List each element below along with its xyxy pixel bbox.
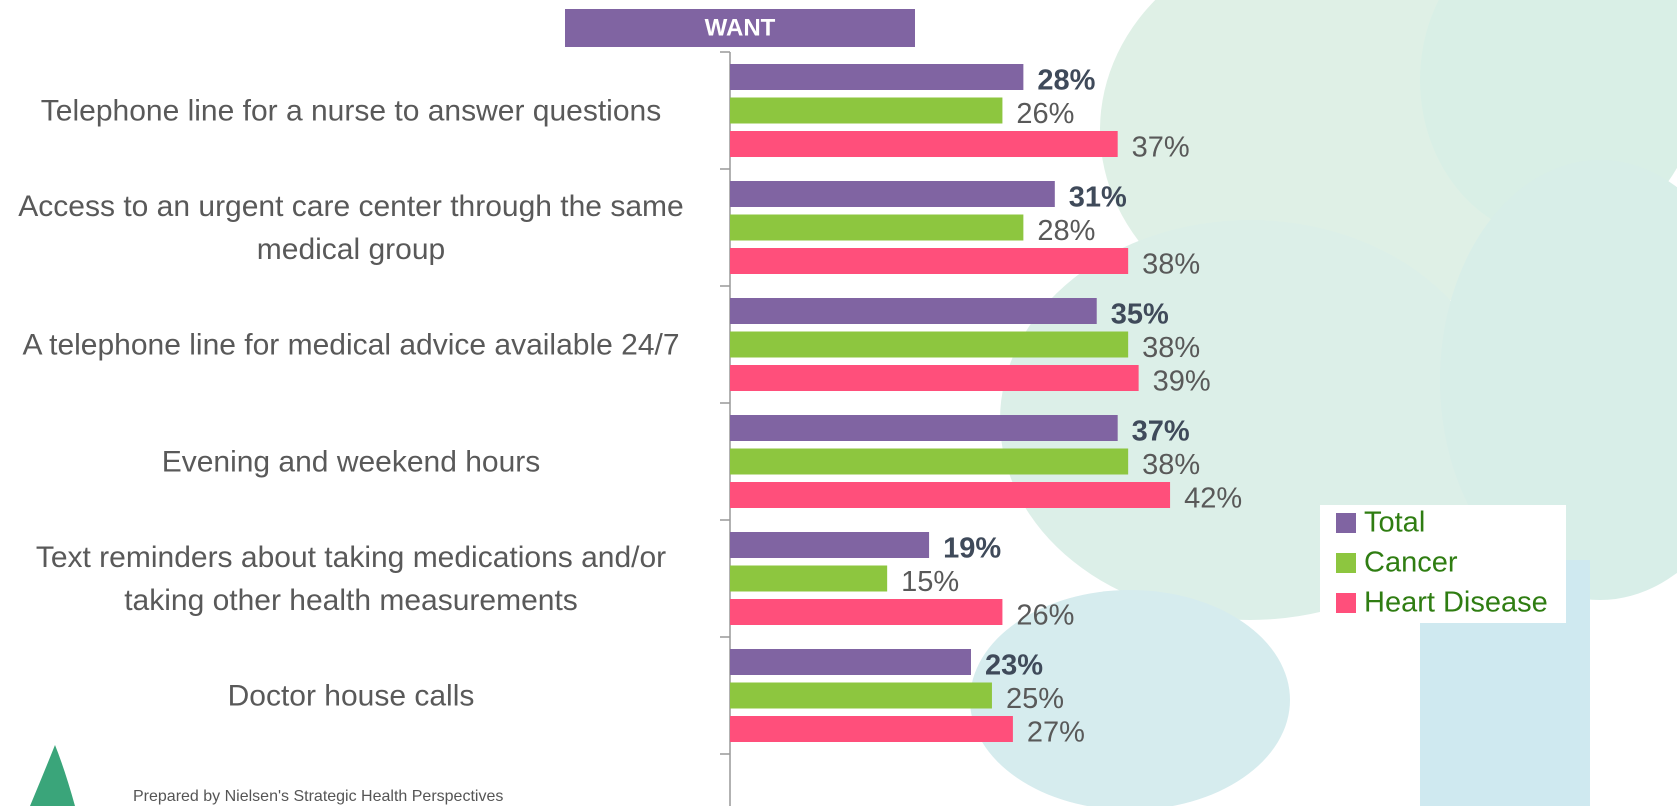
category-label: Text reminders about taking medications … xyxy=(35,540,667,617)
background-decoration xyxy=(970,0,1677,806)
legend-label: Heart Disease xyxy=(1364,587,1548,619)
bar xyxy=(730,298,1097,324)
value-label: 19% xyxy=(943,533,1001,565)
bar xyxy=(730,532,930,558)
value-label: 31% xyxy=(1069,182,1127,214)
category-label: A telephone line for medical advice avai… xyxy=(22,328,680,361)
category-label: Doctor house calls xyxy=(227,679,475,712)
value-label: 38% xyxy=(1142,449,1200,481)
bar xyxy=(730,64,1024,90)
value-label: 37% xyxy=(1132,416,1190,448)
value-label: 25% xyxy=(1006,683,1064,715)
bar xyxy=(730,482,1171,508)
bar xyxy=(730,415,1118,441)
value-label: 38% xyxy=(1142,332,1200,364)
legend-label: Total xyxy=(1364,507,1425,539)
category-label: Access to an urgent care center through … xyxy=(18,189,684,266)
value-label: 38% xyxy=(1142,249,1200,281)
value-label: 42% xyxy=(1184,483,1242,515)
bar xyxy=(730,716,1013,742)
bar xyxy=(730,181,1055,207)
bar xyxy=(730,565,888,592)
footer: Prepared by Nielsen's Strategic Health P… xyxy=(133,788,503,805)
value-label: 15% xyxy=(901,566,959,598)
value-label: 26% xyxy=(1016,98,1074,130)
value-label: 39% xyxy=(1153,366,1211,398)
bar xyxy=(730,365,1139,391)
bar xyxy=(730,131,1118,157)
bar xyxy=(730,248,1129,274)
logo xyxy=(30,745,75,806)
bar xyxy=(730,599,1003,625)
bar xyxy=(730,649,971,675)
value-label: 27% xyxy=(1027,717,1085,749)
bar xyxy=(730,448,1129,475)
value-label: 28% xyxy=(1037,215,1095,247)
legend-swatch xyxy=(1336,593,1356,613)
bar xyxy=(730,331,1129,358)
category-label: Evening and weekend hours xyxy=(161,445,541,478)
legend-box xyxy=(1320,505,1566,623)
category-label: Telephone line for a nurse to answer que… xyxy=(40,94,662,127)
bar xyxy=(730,682,992,709)
bar xyxy=(730,97,1003,124)
legend-label: Cancer xyxy=(1364,547,1458,579)
bar xyxy=(730,214,1024,241)
value-label: 37% xyxy=(1132,132,1190,164)
legend-swatch xyxy=(1336,513,1356,533)
header-box xyxy=(565,9,915,47)
value-label: 28% xyxy=(1037,65,1095,97)
chart-title: WANT xyxy=(705,14,776,41)
value-label: 23% xyxy=(985,650,1043,682)
value-label: 26% xyxy=(1016,600,1074,632)
legend-swatch xyxy=(1336,553,1356,573)
value-label: 35% xyxy=(1111,299,1169,331)
